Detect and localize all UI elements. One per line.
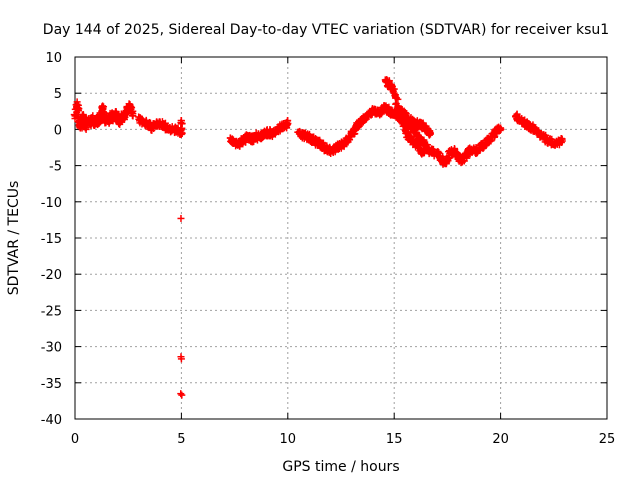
data-point (177, 390, 185, 398)
data-point (177, 355, 185, 363)
series-mid-branch (394, 105, 434, 139)
data-point (394, 95, 402, 103)
data-points (70, 76, 566, 399)
series-segment-2 (135, 113, 186, 138)
y-tick-label: 10 (45, 51, 62, 66)
chart-title: Day 144 of 2025, Sidereal Day-to-day VTE… (43, 22, 609, 38)
data-point (177, 214, 185, 222)
series-outliers-at-5h (177, 214, 186, 399)
y-tick-label: -15 (41, 232, 62, 247)
y-tick-label: -25 (41, 304, 62, 319)
data-point (426, 128, 434, 136)
x-axis-label: GPS time / hours (282, 459, 399, 475)
y-tick-label: -10 (41, 196, 62, 211)
x-tick-label: 20 (492, 432, 509, 447)
x-tick-label: 15 (386, 432, 403, 447)
grid (75, 57, 607, 419)
data-point (497, 125, 505, 133)
series-segment-6 (511, 110, 566, 149)
series-segment-3 (226, 117, 292, 150)
data-point (177, 119, 185, 127)
y-tick-label: -30 (41, 341, 62, 356)
data-point (481, 142, 489, 150)
data-point (129, 110, 137, 118)
x-tick-label: 10 (280, 432, 297, 447)
data-point (419, 149, 427, 157)
data-point (178, 120, 186, 128)
x-tick-label: 25 (599, 432, 616, 447)
data-point (557, 138, 565, 146)
data-point (284, 117, 292, 125)
y-axis-label: SDTVAR / TECUs (6, 181, 22, 296)
x-tick-label: 0 (71, 432, 79, 447)
y-tick-label: 0 (54, 123, 62, 138)
x-tick-label: 5 (177, 432, 185, 447)
data-point (496, 126, 504, 134)
y-tick-label: -35 (41, 377, 62, 392)
data-point (178, 391, 186, 399)
series-segment-5 (432, 123, 505, 168)
y-tick-label: -5 (49, 160, 62, 175)
axis-ticks: 0 5 10 15 20 25 10 5 0 -5 -10 -15 -20 -25 -30 -35 -40 (41, 51, 616, 447)
y-tick-label: -40 (41, 413, 62, 428)
data-point (402, 110, 410, 118)
y-tick-label: 5 (54, 87, 62, 102)
series-segment-1 (70, 98, 137, 133)
data-point (435, 149, 443, 157)
y-tick-label: -20 (41, 268, 62, 283)
